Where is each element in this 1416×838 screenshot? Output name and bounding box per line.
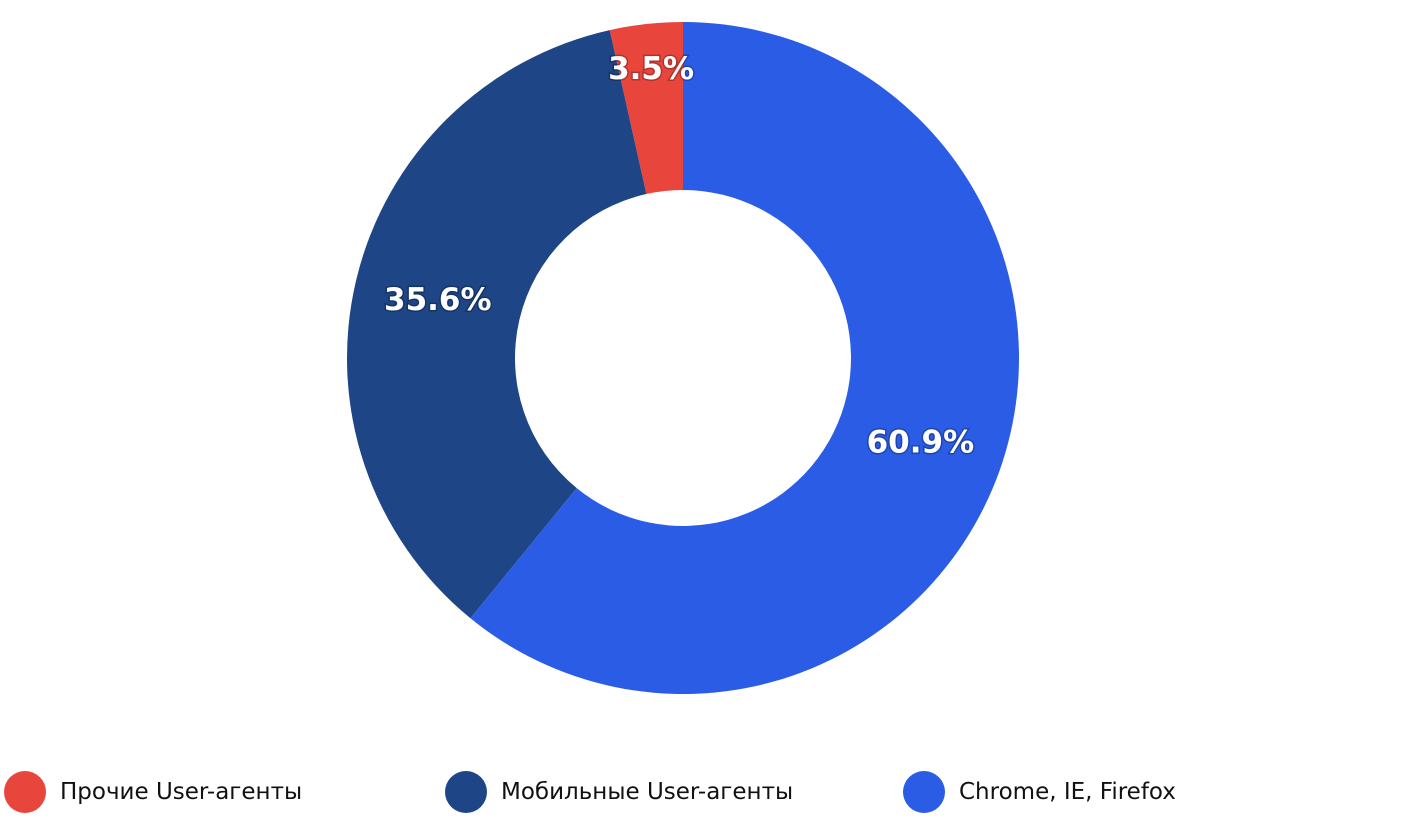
legend-item-other[interactable]: Прочие User-агенты xyxy=(4,768,302,816)
slice-label-desktop: 60.9% xyxy=(867,425,975,461)
donut-slice-mobile[interactable] xyxy=(347,30,647,619)
legend-label-desktop: Chrome, IE, Firefox xyxy=(959,779,1176,805)
donut-chart: 3.5% 35.6% 60.9% xyxy=(347,22,1019,694)
legend-label-mobile: Мобильные User-агенты xyxy=(501,779,794,805)
legend-swatch-mobile xyxy=(445,771,487,813)
chart-slices xyxy=(347,22,1019,694)
legend-swatch-other xyxy=(4,771,46,813)
chart-data-labels: 3.5% 35.6% 60.9% xyxy=(383,49,976,462)
donut-slice-desktop[interactable] xyxy=(470,22,1019,694)
slice-label-mobile: 35.6% xyxy=(384,282,492,318)
legend-item-mobile[interactable]: Мобильные User-агенты xyxy=(445,768,793,816)
chart-legend: Прочие User-агенты Мобильные User-агенты… xyxy=(0,768,1416,816)
legend-item-desktop[interactable]: Chrome, IE, Firefox xyxy=(903,768,1176,816)
legend-label-other: Прочие User-агенты xyxy=(60,779,303,805)
slice-label-other: 3.5% xyxy=(608,51,694,87)
legend-swatch-desktop xyxy=(903,771,945,813)
donut-slice-other[interactable] xyxy=(609,22,683,195)
